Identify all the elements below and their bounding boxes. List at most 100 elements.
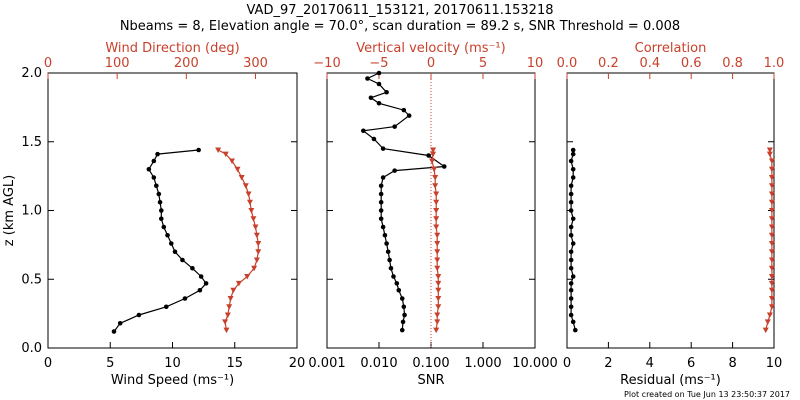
wind-black-point: [155, 151, 160, 157]
wind-black-point: [154, 183, 159, 189]
wind-xtick-label-bottom: 10: [164, 356, 181, 371]
snr-xtick-label-top: −10: [313, 56, 340, 71]
snr-black-point: [378, 199, 384, 205]
wind-red-point: [230, 287, 237, 294]
wind-black-point: [146, 166, 152, 172]
snr-red-point: [434, 265, 441, 272]
snr-black-point: [391, 274, 396, 279]
residual-black-point: [570, 216, 576, 222]
y-axis-label: z (km AGL): [2, 175, 17, 246]
snr-xlabel-bottom: SNR: [417, 373, 444, 388]
snr-black-point: [384, 89, 389, 95]
wind-black-point: [197, 287, 203, 293]
ytick-label: 0.0: [21, 341, 42, 356]
residual-red-point: [764, 319, 771, 325]
snr-red-point: [432, 175, 439, 181]
residual-black-point: [570, 147, 576, 153]
wind-black-point: [180, 257, 185, 263]
residual-xtick-label-bottom: 8: [728, 356, 736, 371]
snr-black-point: [380, 224, 386, 230]
residual-black-point: [568, 249, 574, 255]
wind-red-point: [253, 257, 260, 263]
residual-red-point: [768, 166, 775, 173]
residual-red-point: [768, 175, 775, 181]
wind-black-point: [151, 175, 157, 180]
residual-red-point: [768, 224, 775, 230]
residual-black-point: [570, 319, 576, 325]
residual-red-point: [766, 312, 773, 318]
snr-red-point: [434, 232, 441, 239]
residual-xtick-label-top: 0.2: [598, 56, 619, 71]
residual-black-point: [568, 257, 574, 263]
snr-xlabel-top: Vertical velocity (ms⁻¹): [356, 41, 505, 56]
snr-red-point: [434, 241, 441, 247]
wind-black-point: [190, 265, 195, 271]
wind-red-point: [250, 216, 257, 222]
residual-red-point: [768, 280, 775, 287]
residual-black-point: [568, 312, 574, 318]
wind-xtick-label-bottom: 5: [106, 356, 114, 371]
wind-black-point: [111, 329, 117, 334]
residual-black-point: [570, 151, 576, 157]
snr-black-point: [376, 100, 382, 106]
residual-black-point: [568, 208, 574, 213]
residual-black-point: [570, 175, 576, 180]
snr-black-point: [384, 241, 389, 246]
wind-red-point: [246, 199, 253, 206]
snr-red-point: [429, 158, 436, 164]
residual-red-point: [768, 257, 775, 263]
snr-black-point: [378, 183, 384, 189]
snr-red-point: [435, 296, 442, 302]
residual-red-point: [762, 327, 769, 334]
snr-xtick-label-top: −5: [369, 56, 388, 71]
residual-red-point: [768, 208, 775, 214]
residual-red-point: [766, 151, 773, 158]
snr-red-point: [435, 280, 442, 287]
wind-red-point: [251, 265, 258, 272]
snr-black-point: [406, 113, 412, 118]
wind-xtick-label-top: 200: [174, 56, 199, 71]
wind-xtick-label-bottom: 15: [226, 356, 243, 371]
residual-red-point: [768, 265, 775, 272]
snr-black-point: [399, 327, 405, 333]
residual-xtick-label-top: 1.0: [764, 56, 785, 71]
wind-red-point: [244, 274, 251, 280]
snr-black-point: [376, 70, 382, 76]
snr-xtick-label-bottom: 0.001: [308, 356, 345, 371]
ytick-label: 1.0: [21, 204, 42, 219]
snr-red-point: [435, 304, 442, 310]
wind-red-point: [255, 249, 262, 255]
residual-xtick-label-top: 0.0: [557, 56, 578, 71]
wind-frame: [47, 72, 298, 349]
snr-red-point: [433, 224, 440, 230]
residual-black-point: [568, 232, 574, 238]
plot-created-note: Plot created on Tue Jun 13 23:50:37 2017: [624, 390, 790, 399]
snr-xtick-label-top: 5: [479, 56, 487, 71]
snr-red-point: [435, 274, 442, 280]
residual-xtick-label-bottom: 2: [604, 356, 612, 371]
wind-black-point: [158, 216, 164, 222]
residual-black-point: [568, 287, 574, 293]
wind-red-point: [222, 151, 229, 158]
snr-red-point: [433, 216, 440, 222]
snr-black-point: [400, 319, 406, 325]
residual-black-point: [568, 265, 574, 271]
snr-red-point: [433, 208, 440, 214]
wind-black-point: [156, 191, 162, 197]
residual-red-point: [768, 158, 775, 164]
wind-red-point: [238, 175, 245, 181]
figure-subtitle: Nbeams = 8, Elevation angle = 70.0°, sca…: [119, 19, 681, 34]
wind-red-point: [255, 241, 262, 247]
wind-red-point: [226, 304, 233, 310]
wind-black-point: [117, 320, 123, 326]
snr-black-point: [396, 287, 402, 293]
snr-red-point: [430, 151, 437, 158]
snr-black-point: [399, 296, 405, 301]
wind-red-point: [245, 191, 252, 197]
snr-red-point: [434, 257, 441, 263]
wind-red-point: [248, 208, 255, 214]
snr-frame: [326, 72, 536, 349]
residual-xtick-label-top: 0.6: [681, 56, 702, 71]
snr-black-point: [378, 208, 384, 213]
